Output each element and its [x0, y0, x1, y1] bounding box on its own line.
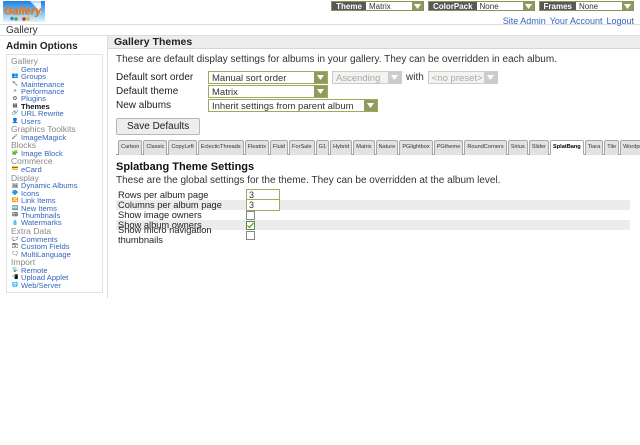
svg-text:Gallery: Gallery — [4, 6, 42, 18]
